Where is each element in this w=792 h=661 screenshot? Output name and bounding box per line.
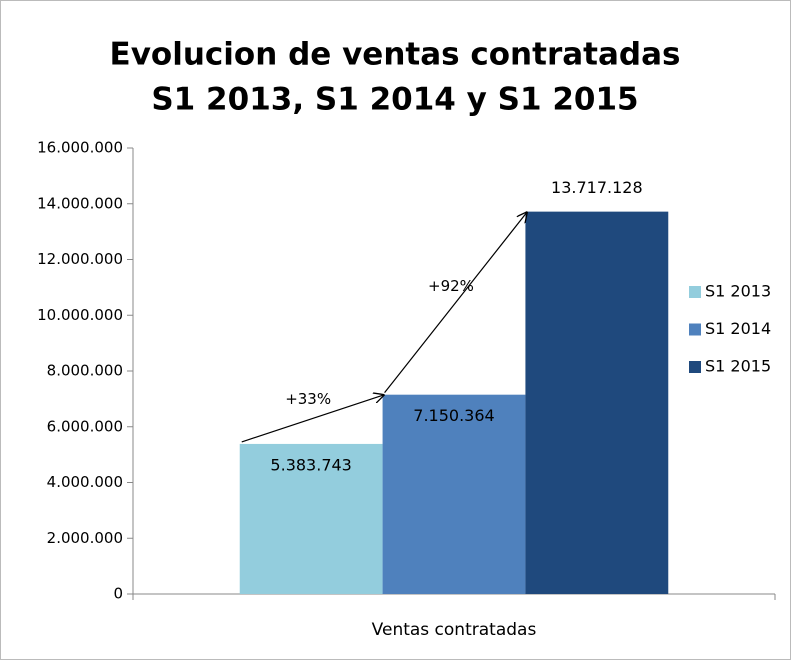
- legend-swatch: [689, 286, 701, 298]
- y-tick-label: 8.000.000: [47, 362, 123, 380]
- legend-label: S1 2015: [705, 357, 771, 376]
- bar: [239, 443, 383, 594]
- annotation-arrow: [241, 395, 385, 443]
- y-tick-label: 0: [113, 585, 123, 603]
- legend-label: S1 2014: [705, 319, 771, 338]
- bar: [525, 211, 669, 594]
- y-tick-label: 16.000.000: [37, 139, 123, 157]
- y-tick-label: 4.000.000: [47, 473, 123, 491]
- y-tick-label: 14.000.000: [37, 194, 123, 212]
- bar: [382, 394, 526, 594]
- value-label: 7.150.364: [413, 406, 494, 425]
- chart-title: Evolucion de ventas contratadas: [110, 37, 681, 73]
- annotation-arrow: [384, 212, 528, 394]
- x-tick-label: Ventas contratadas: [372, 620, 537, 640]
- legend-swatch: [689, 361, 701, 373]
- legend-swatch: [689, 323, 701, 336]
- legend-label: S1 2013: [705, 282, 771, 301]
- value-label: 5.383.743: [270, 455, 351, 474]
- value-label: 13.717.128: [551, 178, 643, 197]
- annotation: +33%: [285, 390, 331, 408]
- y-tick-label: 10.000.000: [37, 306, 123, 324]
- y-tick-label: 6.000.000: [47, 417, 123, 435]
- annotation: +92%: [428, 277, 474, 295]
- y-tick-label: 12.000.000: [37, 250, 123, 268]
- chart-title: S1 2013, S1 2014 y S1 2015: [151, 82, 638, 118]
- y-tick-label: 2.000.000: [47, 529, 123, 547]
